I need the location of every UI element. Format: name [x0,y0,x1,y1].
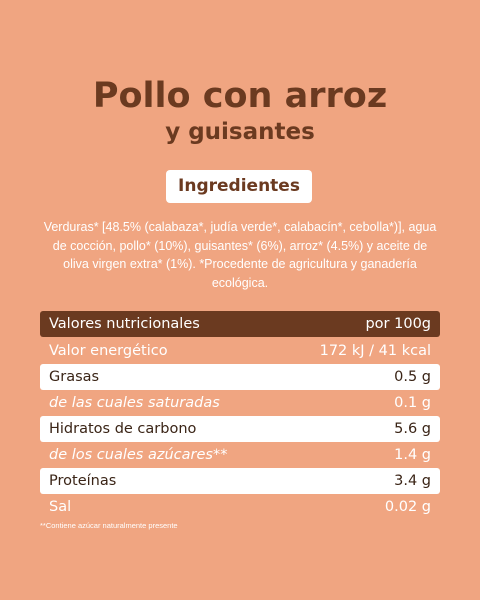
table-header: Valores nutricionales por 100g [40,311,440,337]
cell: de las cuales saturadas [49,395,220,411]
cell: Valor energético [49,343,168,359]
header-cell: Valores nutricionales [49,316,200,332]
cell: 0.5 g [394,369,431,385]
nutrition-table: Valores nutricionales por 100g Valor ene… [40,311,440,520]
subtitle: y guisantes [165,119,315,145]
table-row: de las cuales saturadas 0.1 g [40,390,440,416]
ingredients-text: Verduras* [48.5% (calabaza*, judía verde… [43,220,437,290]
cell: 1.4 g [394,447,431,463]
table-row: Proteínas 3.4 g [40,468,440,494]
title: Pollo con arroz [92,76,388,116]
cell: Grasas [49,369,100,385]
table-row: de los cuales azúcares** 1.4 g [40,442,440,468]
ingredients-heading: Ingredientes [166,170,312,203]
cell: 0.02 g [384,499,431,515]
cell: Sal [49,499,72,515]
cell: 3.4 g [394,473,431,489]
cell: Proteínas [49,473,117,489]
table-row: Sal 0.02 g [40,494,440,520]
table-row: Hidratos de carbono 5.6 g [40,416,440,442]
cell: 172 kJ / 41 kcal [319,343,431,359]
cell: 5.6 g [394,421,431,437]
table-row: Valor energético 172 kJ / 41 kcal [40,338,440,364]
cell: 0.1 g [394,395,431,411]
table-row: Grasas 0.5 g [40,364,440,390]
cell: de los cuales azúcares** [49,447,228,463]
header-cell: por 100g [365,316,431,332]
cell: Hidratos de carbono [49,421,197,437]
footnote: **Contiene azúcar naturalmente presente [40,521,178,530]
